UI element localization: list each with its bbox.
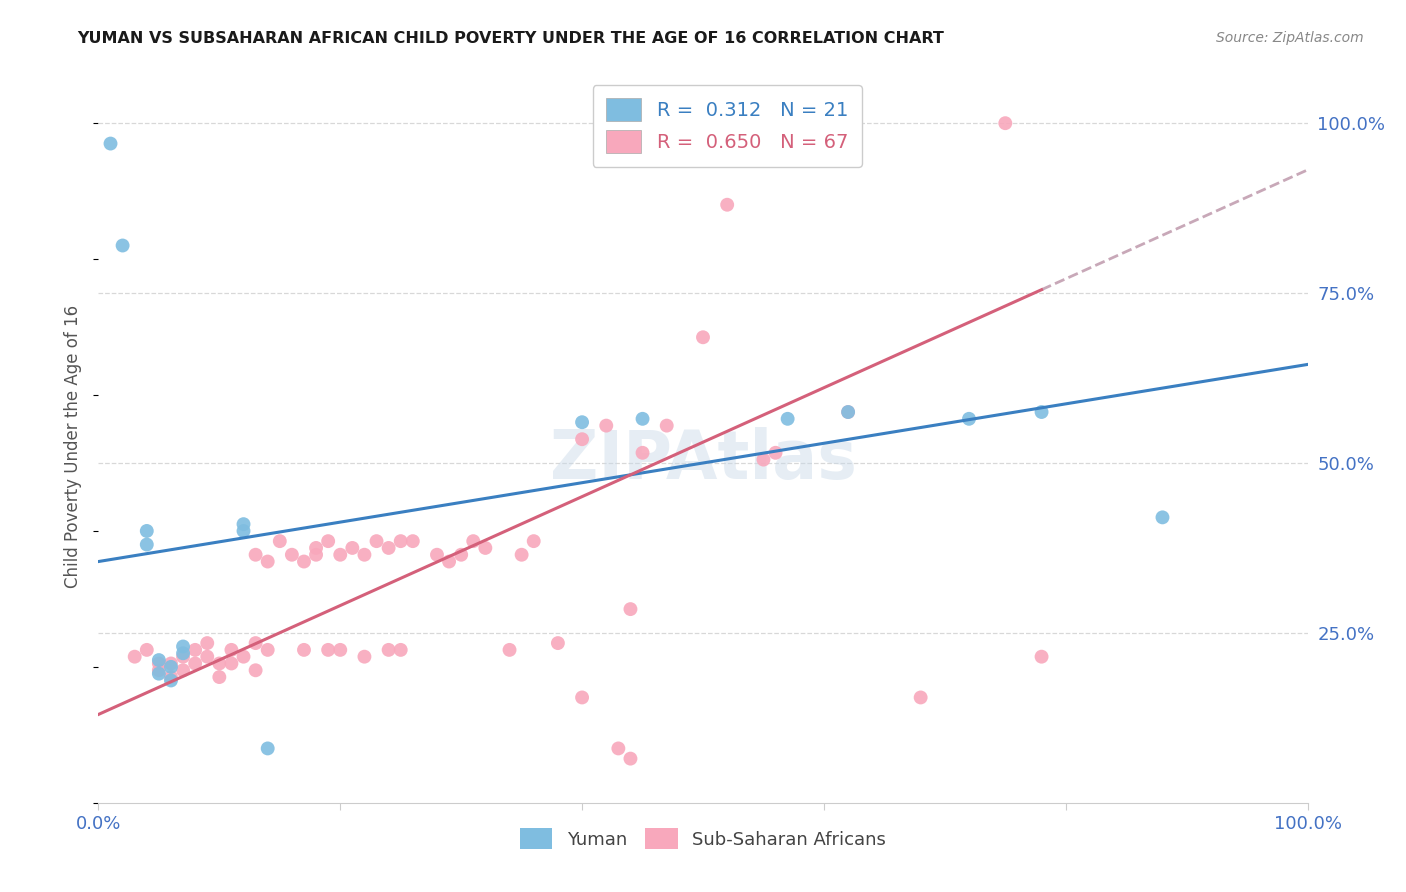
Point <box>160 670 183 684</box>
Point <box>245 548 267 562</box>
Point <box>994 116 1017 130</box>
Point <box>631 412 654 426</box>
Point <box>135 524 157 538</box>
Point <box>148 663 170 677</box>
Point <box>571 690 593 705</box>
Point <box>208 657 231 671</box>
Point <box>245 636 267 650</box>
Point <box>172 646 194 660</box>
Point <box>100 136 122 151</box>
Point <box>837 405 859 419</box>
Point <box>655 418 678 433</box>
Point <box>148 666 170 681</box>
Point <box>619 602 641 616</box>
Point <box>644 129 666 144</box>
Point <box>1031 649 1053 664</box>
Point <box>353 548 375 562</box>
Point <box>765 446 787 460</box>
Text: ZIPAtlas: ZIPAtlas <box>550 427 856 493</box>
Point <box>135 537 157 551</box>
Point <box>366 534 388 549</box>
Point <box>402 534 425 549</box>
Y-axis label: Child Poverty Under the Age of 16: Child Poverty Under the Age of 16 <box>65 304 83 588</box>
Point <box>208 670 231 684</box>
Point <box>195 649 218 664</box>
Point <box>776 412 799 426</box>
Point <box>437 555 460 569</box>
Point <box>172 640 194 654</box>
Point <box>316 643 339 657</box>
Point <box>221 643 243 657</box>
Point <box>292 643 315 657</box>
Point <box>184 643 207 657</box>
Point <box>510 548 533 562</box>
Point <box>172 649 194 664</box>
Point <box>232 649 254 664</box>
Point <box>221 657 243 671</box>
Point <box>160 657 183 671</box>
Point <box>232 524 254 538</box>
Point <box>329 643 352 657</box>
Point <box>148 653 170 667</box>
Point <box>342 541 364 555</box>
Point <box>281 548 304 562</box>
Point <box>305 541 328 555</box>
Point <box>377 643 399 657</box>
Point <box>269 534 291 549</box>
Point <box>619 751 641 765</box>
Point <box>1031 405 1053 419</box>
Point <box>716 198 738 212</box>
Point <box>692 330 714 344</box>
Point <box>910 690 932 705</box>
Point <box>377 541 399 555</box>
Point <box>292 555 315 569</box>
Point <box>172 663 194 677</box>
Point <box>547 636 569 650</box>
Point <box>631 446 654 460</box>
Point <box>184 657 207 671</box>
Point <box>752 452 775 467</box>
Point <box>232 517 254 532</box>
Point <box>523 534 546 549</box>
Point <box>1152 510 1174 524</box>
Point <box>195 636 218 650</box>
Point <box>316 534 339 549</box>
Point <box>329 548 352 562</box>
Point <box>426 548 449 562</box>
Point <box>595 418 617 433</box>
Point <box>474 541 496 555</box>
Point <box>256 741 278 756</box>
Point <box>957 412 980 426</box>
Point <box>148 657 170 671</box>
Point <box>450 548 472 562</box>
Point <box>256 643 278 657</box>
Point <box>463 534 485 549</box>
Point <box>111 238 134 252</box>
Point <box>389 643 412 657</box>
Point <box>305 548 328 562</box>
Point <box>160 673 183 688</box>
Point <box>256 555 278 569</box>
Point <box>353 649 375 664</box>
Point <box>571 415 593 429</box>
Point <box>571 432 593 446</box>
Point <box>607 741 630 756</box>
Point <box>124 649 146 664</box>
Legend: Yuman, Sub-Saharan Africans: Yuman, Sub-Saharan Africans <box>510 819 896 858</box>
Point <box>245 663 267 677</box>
Point <box>837 405 859 419</box>
Point <box>498 643 520 657</box>
Text: Source: ZipAtlas.com: Source: ZipAtlas.com <box>1216 31 1364 45</box>
Point <box>135 643 157 657</box>
Point <box>389 534 412 549</box>
Text: YUMAN VS SUBSAHARAN AFRICAN CHILD POVERTY UNDER THE AGE OF 16 CORRELATION CHART: YUMAN VS SUBSAHARAN AFRICAN CHILD POVERT… <box>77 31 945 46</box>
Point <box>160 660 183 674</box>
